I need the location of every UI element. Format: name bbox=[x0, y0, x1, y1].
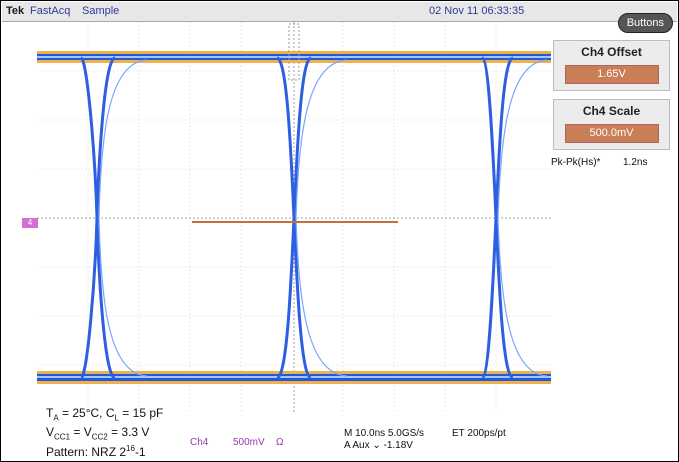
ch4-offset-title: Ch4 Offset bbox=[581, 45, 642, 59]
trigger-readout: A Aux ⌄ -1.18V bbox=[344, 440, 413, 451]
condition-pattern: Pattern: NRZ 216-1 bbox=[46, 444, 146, 459]
status-bar: Tek FastAcq Sample 02 Nov 11 06:33:35 bbox=[2, 2, 677, 22]
measurement-value: 1.2ns bbox=[623, 157, 648, 168]
condition-voltage: VCC1 = VCC2 = 3.3 V bbox=[46, 425, 150, 442]
measurement-readout: Pk-Pk(Hs)* 1.2ns bbox=[551, 157, 647, 168]
ch4-scale-title: Ch4 Scale bbox=[582, 104, 641, 118]
ch4-offset-control[interactable]: Ch4 Offset 1.65V bbox=[553, 40, 670, 91]
channel4-ground-marker[interactable]: 4 bbox=[22, 218, 38, 228]
measurement-label: Pk-Pk(Hs)* bbox=[551, 157, 601, 168]
eye-fill bbox=[98, 59, 548, 377]
et-readout: ET 200ps/pt bbox=[452, 428, 506, 439]
waveform-display bbox=[37, 22, 551, 414]
brand-label: Tek bbox=[6, 5, 25, 17]
channel-name: Ch4 bbox=[190, 437, 209, 448]
side-panel: Ch4 Offset 1.65V Ch4 Scale 500.0mV bbox=[553, 40, 670, 158]
channel-scale: 500mV bbox=[233, 437, 265, 448]
buttons-button[interactable]: Buttons bbox=[617, 13, 673, 33]
datetime-label: 02 Nov 11 06:33:35 bbox=[429, 5, 525, 17]
sample-mode-label: Sample bbox=[82, 5, 120, 17]
condition-temp-cap: TA = 25°C, CL = 15 pF bbox=[46, 406, 164, 423]
channel-coupling: Ω bbox=[276, 437, 284, 448]
timebase-readout: M 10.0ns 5.0GS/s bbox=[344, 428, 425, 439]
trigger-column bbox=[288, 23, 300, 81]
ch4-scale-value[interactable]: 500.0mV bbox=[564, 124, 659, 143]
eye-transitions bbox=[79, 56, 514, 380]
ch4-scale-control[interactable]: Ch4 Scale 500.0mV bbox=[553, 99, 670, 150]
ch4-offset-value[interactable]: 1.65V bbox=[564, 65, 659, 84]
acquisition-label: FastAcq bbox=[30, 5, 71, 17]
